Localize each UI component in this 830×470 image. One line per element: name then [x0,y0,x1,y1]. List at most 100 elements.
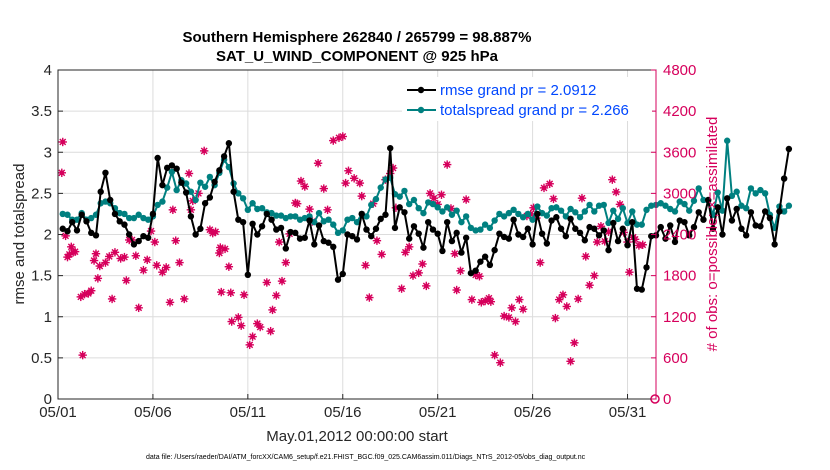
obs-point-core [217,250,222,256]
obs-point-core [575,296,581,302]
obs-point [319,184,328,193]
obs-point-core [201,148,207,154]
rmse-point [263,210,271,218]
totalspread-point [249,200,256,207]
rmse-point [757,223,764,230]
rmse-point [538,230,546,237]
obs-point-core [112,250,118,255]
rmse-point [64,228,71,235]
obs-point-core [399,286,404,291]
rmse-point [657,223,664,231]
obs-point [549,194,558,204]
obs-point [611,187,621,197]
obs-point-core [160,269,165,275]
obs-point-core [553,315,558,321]
totalspread-point [130,214,138,222]
totalspread-point [415,204,422,212]
obs-point [245,340,254,350]
obs-point [313,159,323,168]
rmse-point [572,225,579,232]
rmse-point [505,235,513,242]
rmse-point [396,204,403,211]
obs-point-core [307,206,312,212]
rmse-point [178,179,185,186]
y-tick-label-right: 4800 [663,62,696,79]
rmse-point [543,240,551,247]
obs-point-core [294,201,300,206]
obs-point [215,248,224,258]
totalspread-point [686,207,693,214]
rmse-point [567,215,574,223]
rmse-point [254,231,261,238]
obs-point [518,305,528,314]
totalspread-point [135,211,142,218]
totalspread-point [410,196,418,204]
totalspread-point [339,227,346,234]
legend-marker-spread [417,106,425,114]
obs-point-core [606,229,611,235]
obs-point-core [186,171,192,176]
obs-point-core [68,244,74,250]
rmse-point [481,253,489,260]
rmse-point [154,154,161,162]
obs-point-core [91,258,97,263]
obs-point [329,136,338,145]
rmse-point [334,276,342,283]
rmse-point [752,222,759,229]
totalspread-point [168,168,176,176]
rmse-point [576,229,584,237]
rmse-point [192,231,199,238]
totalspread-point [681,200,688,208]
obs-point [349,174,359,183]
obs-point [377,250,386,259]
rmse-point [135,237,142,245]
obs-point [272,291,281,300]
obs-point-core [325,207,330,213]
totalspread-point [173,186,180,194]
obs-point [266,326,275,336]
obs-point-core [420,261,425,267]
obs-point [323,205,332,215]
rmse-point [624,241,631,249]
rmse-point [368,232,375,240]
y-tick-label-left: 0 [44,391,52,408]
rmse-point [382,211,389,218]
rmse-point [515,231,522,238]
rmse-point [434,230,441,237]
obs-point-core [520,306,526,312]
obs-point [397,284,406,293]
totalspread-point [420,209,427,217]
obs-point [262,278,272,287]
obs-point-core [592,273,597,278]
totalspread-point [733,188,740,195]
obs-point-core [406,244,412,250]
obs-point [361,261,370,270]
rmse-point [59,225,66,232]
y-tick-label-right: 600 [663,350,688,367]
obs-point-core [72,249,78,254]
totalspread-point [443,204,451,211]
rmse-point [401,209,408,216]
obs-point [131,251,141,260]
rmse-point [728,217,736,224]
totalspread-point [491,217,498,224]
obs-point-core [340,134,346,139]
rmse-point [249,220,256,228]
x-tick-label: 05/16 [324,404,362,421]
obs-point-core [359,193,365,199]
rmse-point [662,235,669,242]
obs-point [355,178,365,188]
rmse-point [771,241,778,248]
totalspread-point [125,214,133,222]
x-tick-label: 05/21 [419,404,457,421]
rmse-point [235,216,242,223]
totalspread-point [742,204,750,212]
obs-point [199,146,209,156]
y-tick-label-left: 1 [44,309,52,326]
obs-point [535,258,545,267]
obs-point-core [541,185,547,191]
obs-point-core [241,292,247,298]
obs-point [573,294,583,304]
totalspread-point [738,202,745,209]
